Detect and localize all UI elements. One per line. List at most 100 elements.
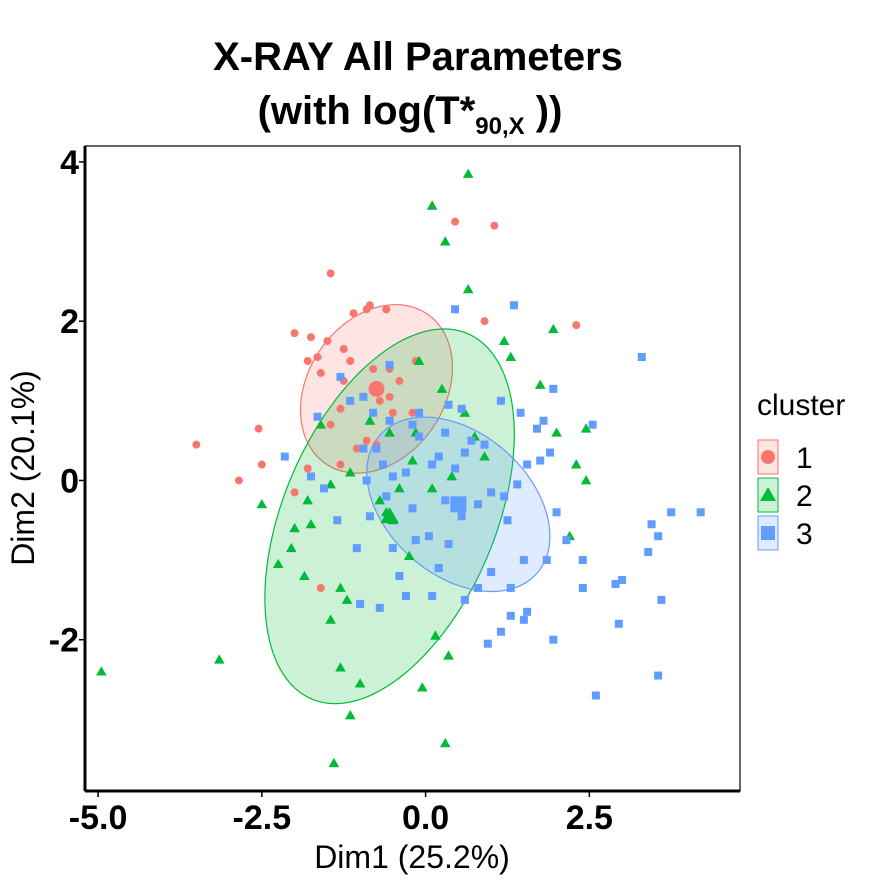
cluster-centroids [368, 380, 467, 524]
point-cluster-2 [498, 335, 510, 346]
x-tick-label: 0.0 [402, 799, 449, 837]
point-cluster-3 [359, 444, 368, 453]
point-cluster-1 [375, 396, 384, 405]
point-cluster-3 [382, 492, 391, 501]
point-cluster-3 [506, 611, 515, 620]
point-cluster-1 [408, 408, 417, 417]
point-cluster-3 [280, 452, 289, 461]
point-cluster-1 [306, 333, 315, 342]
point-cluster-3 [657, 595, 666, 604]
point-cluster-3 [532, 424, 541, 433]
point-cluster-1 [290, 488, 299, 497]
point-cluster-3 [372, 444, 381, 453]
point-cluster-3 [546, 448, 555, 457]
point-cluster-3 [611, 579, 620, 588]
point-cluster-3 [379, 460, 388, 469]
point-cluster-2 [96, 666, 107, 676]
point-cluster-3 [516, 408, 525, 417]
point-cluster-1 [352, 444, 361, 453]
point-cluster-1 [480, 317, 489, 326]
point-cluster-3 [513, 480, 522, 489]
point-cluster-1 [336, 460, 345, 469]
point-cluster-3 [696, 508, 705, 517]
point-cluster-3 [591, 691, 600, 700]
data-points [96, 168, 705, 768]
point-cluster-3 [637, 353, 646, 362]
point-cluster-3 [614, 619, 623, 628]
legend-items: 1 2 3 [757, 439, 813, 551]
point-cluster-3 [408, 420, 417, 429]
point-cluster-3 [654, 532, 663, 541]
point-cluster-2 [341, 594, 353, 604]
point-cluster-3 [441, 428, 450, 437]
point-cluster-3 [500, 492, 509, 501]
point-cluster-1 [451, 217, 460, 226]
point-cluster-3 [444, 540, 453, 549]
point-cluster-3 [618, 575, 627, 584]
legend-marker-3 [761, 526, 775, 540]
point-cluster-1 [395, 376, 404, 385]
point-cluster-3 [356, 599, 365, 608]
point-cluster-3 [388, 544, 397, 553]
centroid-cluster-2 [380, 507, 399, 524]
chart-title-line2-suffix: )) [525, 89, 563, 133]
point-cluster-3 [444, 400, 453, 409]
centroid-cluster-3 [450, 496, 467, 513]
centroid-cluster-1 [368, 380, 385, 397]
point-cluster-3 [408, 504, 417, 513]
point-cluster-3 [487, 568, 496, 577]
y-tick-label: -2 [49, 622, 79, 660]
point-cluster-2 [302, 495, 313, 505]
point-cluster-3 [578, 583, 587, 592]
point-cluster-3 [428, 591, 437, 600]
point-cluster-1 [349, 309, 358, 318]
point-cluster-2 [256, 499, 268, 509]
point-cluster-3 [549, 384, 558, 393]
point-cluster-3 [385, 360, 394, 369]
point-cluster-2 [299, 570, 310, 580]
point-cluster-2 [443, 650, 454, 660]
point-cluster-2 [551, 427, 562, 437]
point-cluster-3 [519, 556, 528, 565]
point-cluster-3 [401, 591, 410, 600]
point-cluster-2 [426, 200, 438, 210]
point-cluster-3 [415, 408, 424, 417]
point-cluster-1 [490, 221, 499, 230]
point-cluster-3 [352, 544, 361, 553]
x-tick-label: -5.0 [69, 799, 128, 837]
point-cluster-1 [290, 329, 299, 338]
point-cluster-2 [413, 355, 425, 365]
point-cluster-3 [460, 448, 469, 457]
point-cluster-3 [496, 627, 505, 636]
point-cluster-1 [254, 424, 263, 433]
point-cluster-3 [523, 460, 532, 469]
point-cluster-2 [570, 459, 582, 469]
point-cluster-2 [305, 518, 317, 529]
point-cluster-2 [344, 710, 356, 720]
y-axis-title: Dim2 (20.1%) [5, 370, 41, 566]
point-cluster-3 [539, 416, 548, 425]
point-cluster-2 [446, 471, 458, 481]
point-cluster-3 [510, 301, 519, 310]
point-cluster-2 [462, 168, 474, 178]
x-tick-label: 2.5 [566, 799, 613, 837]
point-cluster-2 [364, 415, 376, 425]
point-cluster-2 [479, 451, 490, 461]
point-cluster-1 [336, 404, 345, 413]
point-cluster-2 [580, 423, 592, 433]
point-cluster-1 [234, 476, 243, 485]
point-cluster-2 [430, 630, 441, 640]
point-cluster-2 [462, 284, 474, 294]
point-cluster-2 [344, 467, 356, 477]
point-cluster-2 [289, 522, 300, 533]
point-cluster-2 [354, 678, 366, 688]
point-cluster-1 [572, 321, 581, 330]
point-cluster-1 [326, 269, 335, 278]
y-axis-ticks: -2 0 2 4 [49, 144, 85, 660]
point-cluster-3 [359, 392, 368, 401]
point-cluster-3 [506, 583, 515, 592]
x-axis-title: Dim1 (25.2%) [314, 839, 510, 875]
chart-title-line2-subscript: 90,X [475, 113, 524, 140]
point-cluster-2 [407, 455, 418, 465]
point-cluster-3 [306, 472, 315, 481]
